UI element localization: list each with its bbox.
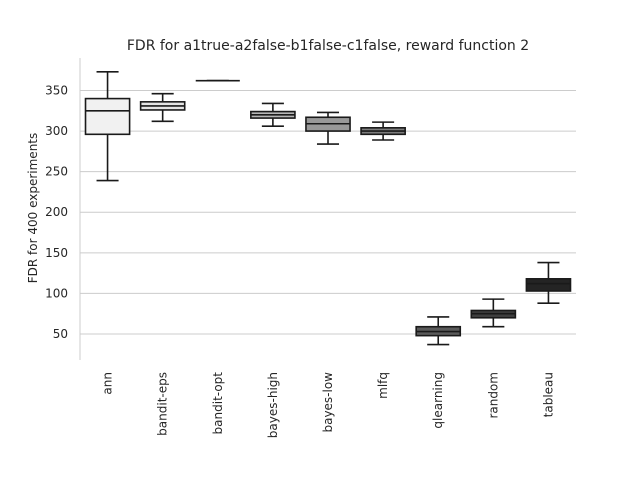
- y-axis-label: FDR for 400 experiments: [26, 133, 40, 284]
- x-tick-label: random: [486, 372, 500, 419]
- y-tick-label: 300: [45, 124, 68, 138]
- y-tick-label: 100: [45, 286, 68, 300]
- box-iqr: [84, 97, 131, 136]
- box-bayes-low: [305, 111, 351, 145]
- y-tick-label: 350: [45, 83, 68, 97]
- y-tick-label: 250: [45, 165, 68, 179]
- chart-title: FDR for a1true-a2false-b1false-c1false, …: [127, 38, 529, 54]
- x-tick-label: bandit-eps: [156, 372, 170, 436]
- x-tick-label: bayes-high: [266, 372, 280, 438]
- x-tick-label: mlfq: [376, 372, 390, 399]
- box-tableau: [525, 261, 572, 304]
- y-tick-label: 150: [45, 246, 68, 260]
- x-tick-label: bayes-low: [321, 372, 335, 433]
- box-ann: [84, 71, 131, 182]
- y-tick-label: 200: [45, 205, 68, 219]
- box-mlfq: [360, 121, 406, 141]
- x-tick-label: ann: [101, 372, 115, 395]
- box-qlearning: [415, 316, 462, 346]
- box-series: [84, 71, 572, 346]
- x-tick-labels: ann bandit-eps bandit-opt bayes-high bayes-l…: [101, 372, 556, 438]
- y-tick-label: 50: [53, 327, 68, 341]
- box-bandit-eps: [139, 92, 186, 123]
- box-random: [470, 298, 517, 328]
- y-tick-labels: 50 100 150 200 250 300 350: [45, 83, 68, 341]
- box-iqr: [525, 278, 572, 292]
- x-tick-label: tableau: [541, 372, 555, 417]
- x-tick-label: qlearning: [431, 372, 445, 429]
- x-tick-label: bandit-opt: [211, 372, 225, 435]
- box-bayes-high: [250, 102, 296, 127]
